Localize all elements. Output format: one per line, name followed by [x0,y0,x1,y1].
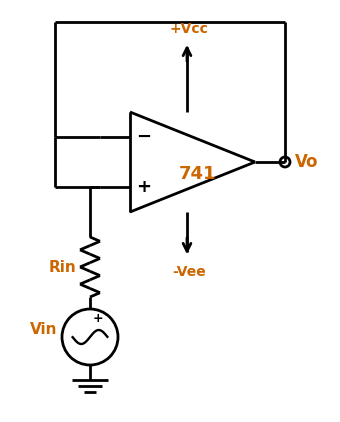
Text: +Vcc: +Vcc [170,22,208,36]
Text: +: + [93,311,103,325]
Text: 741: 741 [179,165,216,183]
Text: +: + [136,178,152,196]
Text: Vo: Vo [295,153,319,171]
Text: Vin: Vin [30,322,57,336]
Text: Rin: Rin [48,260,76,274]
Text: −: − [136,128,152,146]
Text: -Vee: -Vee [172,265,206,279]
